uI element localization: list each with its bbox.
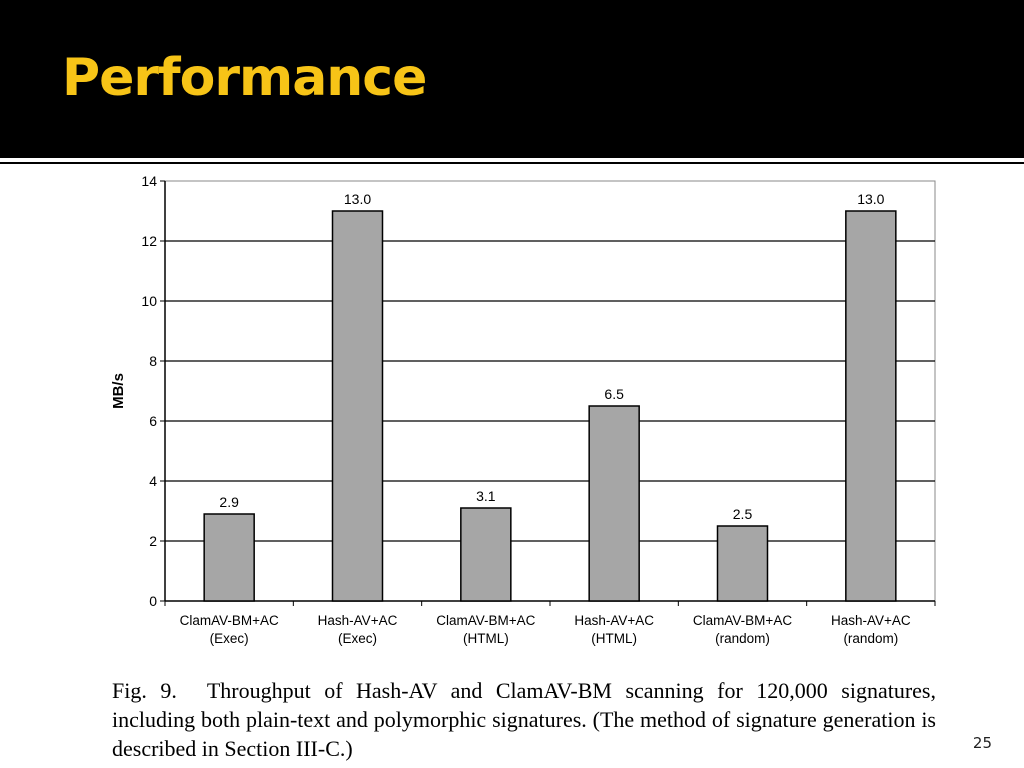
y-tick-label: 0 [149,593,157,609]
x-category-label: ClamAV-BM+AC [693,613,792,628]
y-tick-label: 12 [141,233,157,249]
bar-value-label: 2.9 [219,494,239,510]
bar-value-label: 13.0 [344,191,371,207]
bar [716,525,769,602]
x-category-label: ClamAV-BM+AC [436,613,535,628]
figure-label: Fig. 9. [112,678,177,703]
x-category-label: ClamAV-BM+AC [180,613,279,628]
bar [203,513,255,602]
bar-value-label: 13.0 [857,191,884,207]
header-rule [0,162,1024,164]
bar-chart: 0 2 4 6 8 10 12 14 MB/s 2.9 ClamAV-BM+AC (Exec) 13.0… [110,173,936,646]
slide-title: Performance [62,48,427,108]
x-category-label: Hash-AV+AC [318,613,398,628]
bar-value-label: 2.5 [733,506,753,522]
header-band [0,0,1024,158]
figure-caption-text: Throughput of Hash-AV and ClamAV-BM scan… [112,678,936,761]
y-axis-label: MB/s [110,373,127,409]
y-tick-label: 14 [141,173,157,189]
bar-chart-figure: 0 2 4 6 8 10 12 14 MB/s 2.9 ClamAV-BM+AC (Exec) 13.0… [103,166,947,666]
x-category-label: Hash-AV+AC [831,613,911,628]
figure-caption: Fig. 9. Throughput of Hash-AV and ClamAV-… [112,676,936,763]
bar [460,507,512,602]
bar-value-label: 6.5 [604,386,624,402]
x-category-label: (Exec) [338,631,377,646]
x-category-label: (Exec) [210,631,249,646]
plot-frame [164,180,936,602]
x-category-label: (HTML) [463,631,509,646]
y-tick-label: 2 [149,533,157,549]
bar-value-label: 3.1 [476,488,496,504]
bar [588,405,640,602]
x-category-label: Hash-AV+AC [574,613,654,628]
x-category-label: (random) [843,631,898,646]
y-tick-label: 10 [141,293,157,309]
x-category-label: (HTML) [591,631,637,646]
page-number: 25 [972,734,992,752]
bar [845,210,897,602]
x-category-label: (random) [715,631,770,646]
bar [331,210,384,602]
y-tick-label: 8 [149,353,157,369]
y-tick-label: 4 [149,473,157,489]
y-tick-label: 6 [149,413,157,429]
